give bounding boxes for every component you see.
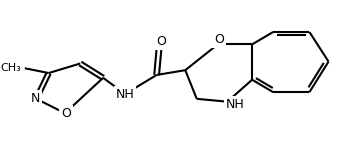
Text: O: O: [214, 33, 224, 46]
Text: CH₃: CH₃: [0, 63, 21, 73]
Text: NH: NH: [116, 88, 135, 100]
Text: N: N: [31, 92, 40, 105]
Text: O: O: [61, 107, 71, 120]
Text: NH: NH: [225, 98, 244, 111]
Text: O: O: [156, 35, 166, 48]
